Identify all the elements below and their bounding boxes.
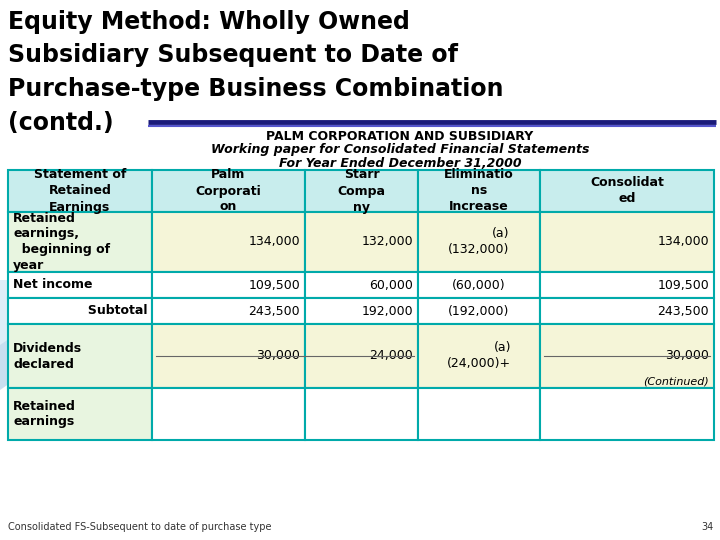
Text: Net income: Net income bbox=[13, 279, 92, 292]
Text: Eliminatio
ns
Increase: Eliminatio ns Increase bbox=[444, 168, 514, 213]
Bar bbox=[540, 212, 714, 272]
Text: Consolidated FS-Subsequent to date of purchase type: Consolidated FS-Subsequent to date of pu… bbox=[8, 522, 271, 532]
Text: Dividends
declared: Dividends declared bbox=[13, 341, 82, 370]
Text: Retained
earnings,
  beginning of
year: Retained earnings, beginning of year bbox=[13, 212, 110, 273]
Bar bbox=[418, 170, 540, 212]
Text: Equity Method: Wholly Owned: Equity Method: Wholly Owned bbox=[8, 10, 410, 34]
Bar bbox=[152, 298, 305, 324]
Bar bbox=[418, 324, 540, 388]
Text: (contd.): (contd.) bbox=[8, 111, 114, 135]
Bar bbox=[152, 324, 305, 388]
Bar bbox=[8, 324, 152, 388]
Bar bbox=[152, 212, 305, 272]
Bar bbox=[8, 272, 152, 298]
Text: Subsidiary Subsequent to Date of: Subsidiary Subsequent to Date of bbox=[8, 43, 458, 67]
Bar bbox=[152, 388, 305, 440]
Bar bbox=[152, 170, 305, 212]
Bar bbox=[418, 272, 540, 298]
Bar bbox=[418, 388, 540, 440]
Text: 24,000: 24,000 bbox=[369, 349, 413, 362]
Text: 109,500: 109,500 bbox=[248, 279, 300, 292]
Bar bbox=[540, 324, 714, 388]
Text: 30,000: 30,000 bbox=[256, 349, 300, 362]
Polygon shape bbox=[0, 280, 95, 345]
Text: 34: 34 bbox=[702, 522, 714, 532]
Bar bbox=[305, 272, 418, 298]
Bar bbox=[152, 272, 305, 298]
Text: 109,500: 109,500 bbox=[657, 279, 709, 292]
Bar bbox=[8, 388, 152, 440]
Text: 192,000: 192,000 bbox=[361, 305, 413, 318]
Bar bbox=[8, 170, 152, 212]
Text: Starr
Compa
ny: Starr Compa ny bbox=[338, 168, 385, 213]
Text: For Year Ended December 31,2000: For Year Ended December 31,2000 bbox=[279, 157, 521, 170]
Bar bbox=[8, 298, 152, 324]
Text: (a)
(24,000)+: (a) (24,000)+ bbox=[447, 341, 511, 370]
Polygon shape bbox=[0, 280, 160, 390]
Bar bbox=[418, 298, 540, 324]
Text: 134,000: 134,000 bbox=[248, 235, 300, 248]
Text: Consolidat
ed: Consolidat ed bbox=[590, 177, 664, 206]
Text: (Continued): (Continued) bbox=[643, 376, 709, 386]
Text: Statement of
Retained
Earnings: Statement of Retained Earnings bbox=[34, 168, 126, 213]
Bar bbox=[305, 388, 418, 440]
Bar bbox=[305, 170, 418, 212]
Text: (60,000): (60,000) bbox=[452, 279, 506, 292]
Text: Retained
earnings: Retained earnings bbox=[13, 400, 76, 429]
Bar bbox=[305, 212, 418, 272]
Bar bbox=[305, 324, 418, 388]
Text: Palm
Corporati
on: Palm Corporati on bbox=[196, 168, 261, 213]
Bar bbox=[540, 272, 714, 298]
Text: (192,000): (192,000) bbox=[449, 305, 510, 318]
Bar bbox=[540, 170, 714, 212]
Text: Working paper for Consolidated Financial Statements: Working paper for Consolidated Financial… bbox=[211, 143, 589, 156]
Bar bbox=[305, 298, 418, 324]
Text: Purchase-type Business Combination: Purchase-type Business Combination bbox=[8, 77, 503, 101]
Text: 243,500: 243,500 bbox=[248, 305, 300, 318]
Text: (a)
(132,000): (a) (132,000) bbox=[449, 227, 510, 256]
Bar bbox=[540, 298, 714, 324]
Text: PALM CORPORATION AND SUBSIDIARY: PALM CORPORATION AND SUBSIDIARY bbox=[266, 130, 534, 143]
Text: 243,500: 243,500 bbox=[657, 305, 709, 318]
Text: 132,000: 132,000 bbox=[361, 235, 413, 248]
Bar bbox=[8, 212, 152, 272]
Text: 134,000: 134,000 bbox=[657, 235, 709, 248]
Text: Subtotal: Subtotal bbox=[66, 305, 147, 318]
Text: 30,000: 30,000 bbox=[665, 349, 709, 362]
Bar bbox=[418, 212, 540, 272]
Text: 60,000: 60,000 bbox=[369, 279, 413, 292]
Bar bbox=[540, 388, 714, 440]
